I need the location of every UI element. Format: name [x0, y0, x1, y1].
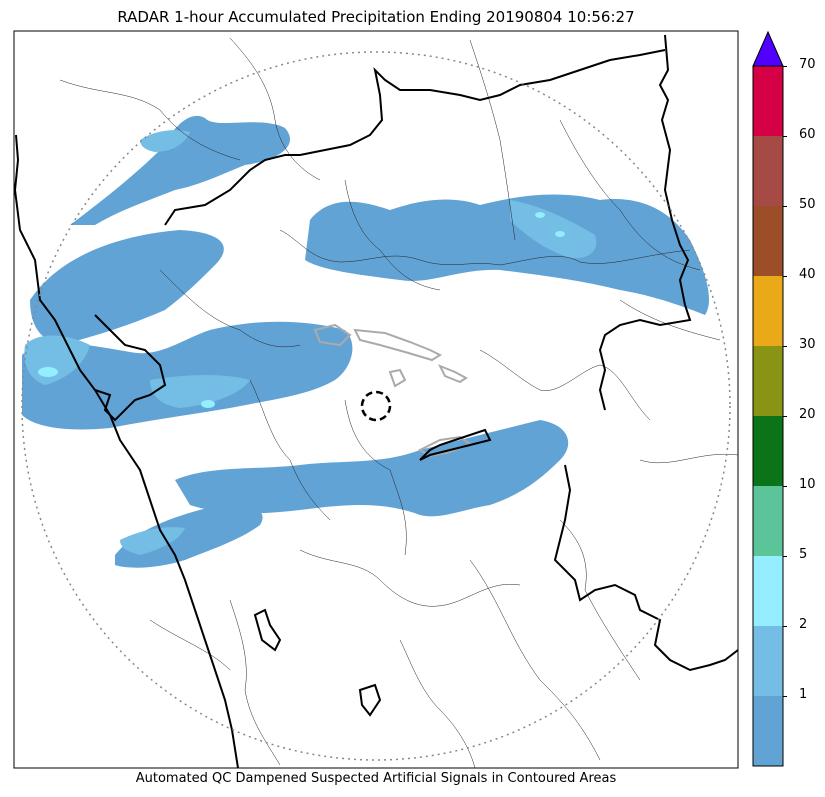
district-line: [469, 559, 601, 761]
colorbar-tick-mark: [783, 416, 787, 417]
colorbar-tick-label: 40: [799, 267, 816, 282]
colorbar-tick-label: 70: [799, 57, 816, 72]
rain-band-northeast: [305, 194, 710, 315]
colorbar-tick-label: 5: [799, 547, 808, 562]
colorbar-segment: [753, 626, 783, 696]
colorbar-segment: [753, 556, 783, 626]
island-outline: [358, 683, 382, 717]
coastline: [14, 134, 239, 768]
district-line: [469, 39, 516, 241]
colorbar-tick-mark: [783, 276, 787, 277]
district-line: [229, 37, 321, 181]
colorbar-tick-mark: [783, 626, 787, 627]
colorbar-tick-label: 60: [799, 127, 816, 142]
state-border-east: [598, 34, 692, 411]
state-boundaries: [14, 34, 738, 768]
colorbar-tick-mark: [783, 66, 787, 67]
colorbar-tick-label: 2: [799, 617, 808, 632]
colorbar-segment: [753, 416, 783, 486]
qc-contour: [388, 368, 407, 388]
radar-site-ring: [360, 390, 392, 422]
artificial-signal-contours: [313, 323, 473, 458]
rain-core: [201, 400, 215, 408]
district-line: [249, 379, 331, 521]
colorbar-tick-mark: [783, 346, 787, 347]
map-title: RADAR 1-hour Accumulated Precipitation E…: [117, 8, 635, 26]
district-line: [159, 269, 301, 348]
map-frame: [13, 30, 739, 769]
rain-band-south: [175, 420, 569, 517]
district-line: [344, 399, 407, 556]
district-line: [59, 79, 241, 161]
district-line: [559, 119, 701, 271]
colorbar-tick-label: 20: [799, 407, 816, 422]
colorbar-tick-mark: [783, 136, 787, 137]
colorbar-tick-mark: [783, 486, 787, 487]
qc-contour: [313, 323, 352, 347]
rain-core: [555, 231, 565, 237]
precipitation-layer: [22, 115, 710, 568]
colorbar-segment: [753, 276, 783, 346]
colorbar-tick-mark: [783, 206, 787, 207]
colorbar-segment: [753, 66, 783, 136]
rain-band-west: [30, 230, 224, 345]
rain-band-southwest: [115, 503, 263, 568]
district-line: [344, 179, 441, 291]
radar-range-ring: [21, 51, 731, 761]
colorbar: [752, 30, 784, 767]
rain-cell: [510, 200, 597, 259]
colorbar-tick-mark: [783, 556, 787, 557]
colorbar-segment: [753, 206, 783, 276]
state-border-north: [164, 49, 666, 226]
colorbar-tick-mark: [783, 696, 787, 697]
state-border-southeast: [553, 464, 738, 672]
intense-rain-cells: [38, 212, 565, 408]
qc-contour: [353, 328, 443, 362]
district-line: [279, 229, 691, 266]
state-border-south: [419, 428, 492, 461]
district-line: [639, 453, 738, 464]
colorbar-tick-label: 50: [799, 197, 816, 212]
rain-core: [535, 212, 545, 218]
state-border-west: [94, 314, 167, 422]
colorbar-tick-label: 30: [799, 337, 816, 352]
district-line: [229, 599, 281, 766]
rain-core: [38, 367, 58, 377]
district-line: [559, 519, 641, 681]
district-line: [299, 549, 521, 607]
colorbar-segment: [753, 486, 783, 556]
rain-cell: [120, 527, 185, 555]
colorbar-tick-label: 10: [799, 477, 816, 492]
rain-cell: [140, 130, 190, 152]
district-line: [399, 639, 476, 768]
rain-band-north: [70, 115, 291, 225]
colorbar-tick-label: 1: [799, 687, 808, 702]
colorbar-extend-arrow: [752, 30, 784, 67]
colorbar-segment: [753, 136, 783, 206]
qc-contour: [437, 364, 468, 384]
qc-footnote: Automated QC Dampened Suspected Artifici…: [135, 771, 617, 786]
district-line: [149, 619, 231, 671]
rain-band-central: [22, 321, 353, 430]
district-line: [479, 349, 651, 421]
island-outline: [253, 608, 282, 652]
rain-cell: [150, 375, 250, 408]
colorbar-segment: [753, 696, 783, 766]
colorbar-segment: [753, 346, 783, 416]
